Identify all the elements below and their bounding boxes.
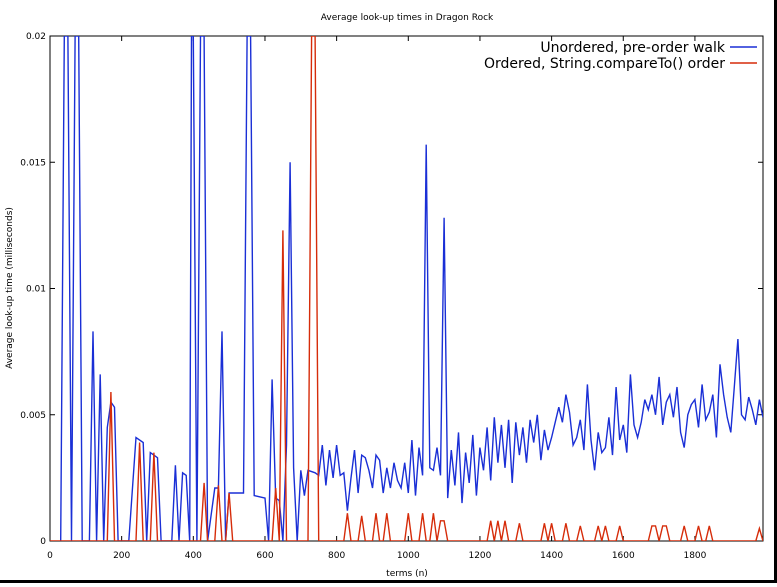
x-axis: 0 200 400 600 800 1000 1200 1400 1600 1800: [47, 36, 707, 561]
plot-border: [49, 35, 764, 542]
x-tick-label: 200: [113, 551, 130, 561]
x-tick-label: 1600: [612, 551, 635, 561]
series-line-1: [60, 36, 763, 541]
x-axis-label: terms (n): [386, 569, 428, 579]
y-tick-label: 0: [40, 537, 46, 547]
frame-edge: [774, 0, 777, 583]
legend-label: Unordered, pre-order walk: [540, 40, 726, 56]
x-tick-label: 1800: [683, 551, 706, 561]
x-tick-label: 0: [47, 551, 53, 561]
frame-edge: [0, 580, 777, 583]
x-tick-label: 1200: [468, 551, 491, 561]
series-layer: [50, 36, 763, 541]
x-tick-label: 1400: [540, 551, 563, 561]
y-axis: 0 0.005 0.01 0.015 0.02: [20, 32, 763, 547]
x-tick-label: 600: [256, 551, 273, 561]
y-axis-label: Average look-up time (milliseconds): [5, 207, 15, 369]
y-tick-label: 0.005: [20, 411, 46, 421]
y-tick-label: 0.02: [26, 32, 46, 42]
x-tick-label: 1000: [397, 551, 420, 561]
y-tick-label: 0.015: [20, 158, 46, 168]
x-tick-label: 400: [185, 551, 202, 561]
series-line-2: [50, 36, 763, 541]
x-tick-label: 800: [328, 551, 345, 561]
legend-label: Ordered, String.compareTo() order: [484, 56, 725, 72]
y-tick-label: 0.01: [26, 285, 46, 295]
chart-title: Average look-up times in Dragon Rock: [321, 13, 494, 23]
